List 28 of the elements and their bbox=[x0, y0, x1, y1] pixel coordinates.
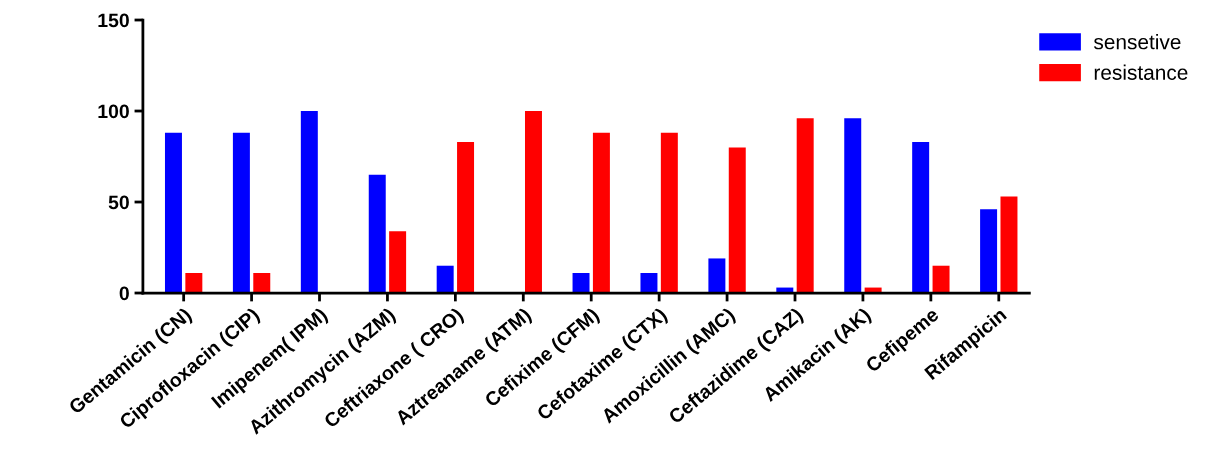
bar bbox=[640, 273, 658, 294]
y-tick-label: 50 bbox=[108, 195, 129, 210]
bar bbox=[1000, 196, 1018, 294]
y-tick-label: 100 bbox=[98, 104, 129, 119]
bar bbox=[164, 132, 182, 294]
bar bbox=[796, 118, 814, 294]
y-tick-label: 150 bbox=[98, 13, 129, 28]
bar bbox=[253, 273, 271, 294]
bar bbox=[592, 132, 610, 294]
bar bbox=[185, 273, 203, 294]
bar bbox=[524, 111, 542, 294]
bar bbox=[436, 265, 454, 294]
bar bbox=[572, 273, 590, 294]
y-tick-label: 0 bbox=[119, 286, 129, 301]
bar bbox=[932, 265, 950, 294]
bar bbox=[708, 258, 726, 294]
bar bbox=[980, 209, 998, 294]
bar bbox=[844, 118, 862, 294]
bar bbox=[728, 147, 746, 294]
bar bbox=[389, 231, 407, 294]
bar bbox=[660, 132, 678, 294]
bar bbox=[232, 132, 250, 294]
bar bbox=[368, 174, 386, 294]
legend-label: sensetive bbox=[1093, 34, 1181, 50]
legend-label: resistance bbox=[1094, 64, 1188, 80]
bar bbox=[457, 141, 475, 294]
bar bbox=[300, 111, 318, 294]
bar bbox=[912, 141, 930, 294]
